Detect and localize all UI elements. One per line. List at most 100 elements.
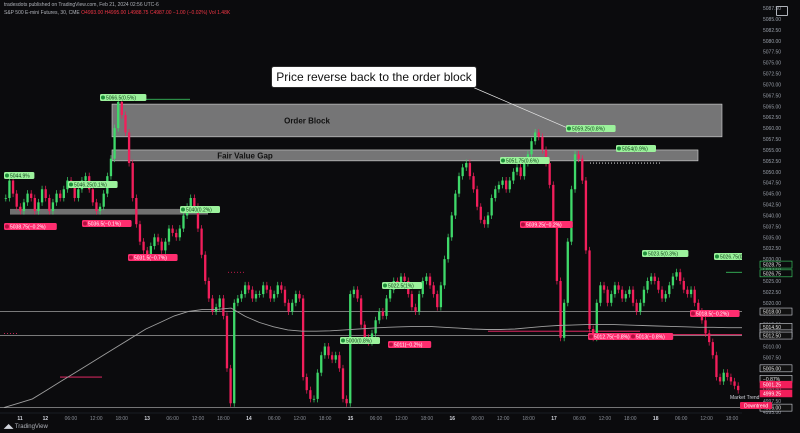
pivot-label-box [382, 282, 422, 289]
price-tick-label: 5065.00 [763, 104, 781, 110]
candle-body [320, 355, 323, 373]
candle-body [483, 219, 486, 225]
price-tick-label: 5057.50 [763, 137, 781, 143]
candle-body [204, 254, 207, 281]
pivot-label-box [82, 220, 132, 227]
candle-body [385, 298, 388, 316]
candle-body [559, 280, 562, 338]
price-change: −1.00 (−0.02%) [172, 10, 208, 16]
price-tick-label: 5050.00 [763, 170, 781, 176]
candle-body [124, 115, 127, 133]
candle-body [48, 197, 51, 212]
candle-body [432, 285, 435, 295]
candle-body [708, 333, 711, 343]
candle-body [316, 372, 319, 399]
candle-body [671, 276, 675, 286]
candle-body [650, 276, 653, 281]
time-tick-label: 18 [653, 416, 659, 422]
pivot-marker-icon [341, 338, 345, 343]
price-tick-label: 5085.00 [763, 17, 781, 23]
price-tag-box [759, 380, 793, 389]
candle-body [465, 163, 468, 168]
candle-body [388, 289, 392, 299]
time-tick-label: 16 [450, 416, 456, 422]
candle-body [243, 285, 247, 295]
candle-body [675, 272, 678, 277]
price-tick-label: 5022.50 [763, 290, 781, 296]
market-trend-value: Downtrend [744, 404, 768, 410]
candle-body [26, 193, 29, 203]
price-tick-label: 5067.50 [763, 93, 781, 99]
time-tick-label: 18:00 [217, 416, 230, 422]
candle-body [258, 294, 261, 295]
candle-body [22, 202, 26, 212]
snapshot-icon[interactable] [776, 6, 788, 16]
candle-body [555, 224, 559, 281]
candle-body [182, 215, 185, 229]
pivot-label-box [180, 206, 220, 213]
price-axis: 5087.50 5085.00 5082.50 5080.00 5077.50 5075.… [730, 0, 800, 433]
zone-label: Fair Value Gap [217, 151, 273, 160]
candle-body [602, 285, 606, 290]
candle-body [294, 294, 298, 303]
price-tag-text: 5005.00 [763, 366, 781, 372]
candle-body [584, 180, 588, 251]
candle-body [664, 294, 667, 299]
candle-body [523, 163, 526, 177]
candle-body [301, 298, 305, 378]
pivot-marker-icon [631, 334, 635, 339]
pivot-marker-icon [181, 207, 185, 212]
candle-body [247, 285, 250, 290]
candle-body [225, 315, 229, 369]
pivot-marker-icon [5, 224, 9, 229]
pivot-marker-icon [691, 311, 695, 316]
candle-body [642, 289, 646, 303]
candle-body [599, 285, 602, 303]
candle-body [737, 385, 740, 391]
candle-body [30, 193, 33, 198]
candle-body [142, 241, 145, 251]
pivot-label-text: 5000(0.8%) [346, 339, 372, 345]
candle-body [117, 101, 120, 129]
price-tag-text: 4999.25 [763, 391, 781, 397]
candle-body [425, 276, 428, 281]
candle-body [378, 311, 381, 321]
candle-body [200, 228, 203, 255]
candle-body [283, 289, 287, 303]
candle-body [606, 289, 609, 303]
pivot-marker-icon [129, 255, 133, 260]
time-tick-label: 18:00 [726, 416, 739, 422]
candle-body [512, 171, 515, 181]
pivot-label-text: 5036.5(−0.1%) [88, 222, 121, 228]
symbol-name: S&P 500 E-mini Futures, 30, CME [4, 10, 80, 16]
price-tick-label: 5060.00 [763, 126, 781, 132]
candle-body [62, 189, 65, 198]
pivot-label-box [690, 310, 740, 317]
candle-body [494, 189, 497, 198]
time-tick-label: 12:00 [90, 416, 103, 422]
pivot-marker-icon [643, 251, 647, 256]
grid-layer [0, 311, 742, 408]
candle-body [508, 180, 511, 190]
candle-body [251, 289, 254, 299]
candle-body [657, 280, 660, 290]
candle-body [11, 180, 15, 194]
candle-body [436, 294, 439, 308]
price-tag-text: −0.87% [763, 377, 781, 383]
candle-body [635, 302, 638, 312]
candle-body [472, 176, 475, 190]
candle-body [573, 154, 577, 190]
pivot-label-box [128, 254, 178, 261]
candle-body [548, 163, 551, 185]
price-tick-label: 5052.50 [763, 159, 781, 165]
candle-body [131, 163, 134, 198]
price-tick-label: 5042.50 [763, 203, 781, 209]
candle-body [653, 276, 656, 281]
tradingview-logo: ◢◣ TradingView [4, 424, 48, 430]
pivot-label-box [100, 94, 147, 101]
candle-body [454, 193, 457, 216]
candle-body [160, 241, 163, 251]
time-tick-label: 06:00 [471, 416, 484, 422]
zone-box [111, 149, 699, 162]
candle-body [613, 285, 617, 295]
